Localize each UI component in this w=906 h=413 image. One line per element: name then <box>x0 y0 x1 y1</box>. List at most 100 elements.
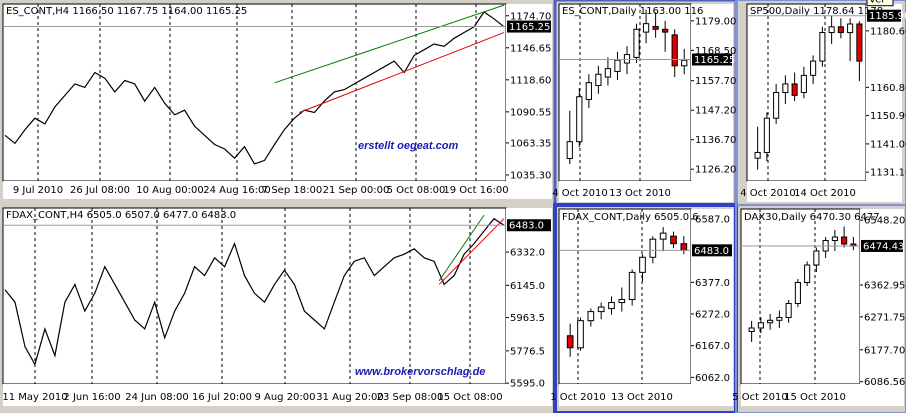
plot-area <box>558 3 692 182</box>
price-label: 1165.25 <box>509 22 550 33</box>
y-tick-label: 1180.60 <box>870 26 906 37</box>
time-axis <box>741 384 904 406</box>
candle-body <box>810 60 817 76</box>
channel-upper-line <box>438 214 485 282</box>
y-tick-label: 1160.80 <box>870 83 906 94</box>
x-tick-label: 13 Oct 2010 <box>611 392 673 403</box>
time-axis <box>3 181 552 199</box>
y-tick-label: 6062.0 <box>695 373 730 384</box>
price-label-box <box>507 219 551 232</box>
price-axis <box>691 209 733 384</box>
candle-body <box>652 25 659 30</box>
chart-esd: 1179.00 1168.50 1157.70 1147.20 1136.70 1126.… <box>552 3 736 202</box>
x-tick-label: 7 Sep 18:00 <box>262 185 322 196</box>
y-tick-label: 6145.0 <box>510 281 545 292</box>
y-tick-label: 6377.0 <box>695 278 730 289</box>
candle-body <box>604 68 612 78</box>
candle-body <box>841 236 848 245</box>
time-axis <box>559 181 733 202</box>
y-tick-label: 6362.95 <box>864 280 905 291</box>
price-label-box <box>692 53 732 66</box>
price-axis <box>860 209 904 384</box>
candle-body <box>597 306 605 313</box>
price-axis <box>691 4 733 181</box>
x-tick-label: 23 Sep 08:00 <box>377 392 444 403</box>
x-tick-label: 24 Aug 16:00 <box>203 185 270 196</box>
price-label: 1165.25 <box>694 55 735 66</box>
candle-body <box>649 238 657 258</box>
candle-body <box>804 264 811 283</box>
candle-body <box>794 282 801 304</box>
price-label-box <box>861 239 903 252</box>
candle-body <box>782 83 789 94</box>
candle-body <box>831 236 838 241</box>
candle-body <box>847 23 854 34</box>
x-tick-label: 14 Oct 2010 <box>794 188 856 199</box>
price-label: 6483.0 <box>509 221 544 232</box>
candle-body <box>763 117 770 153</box>
y-tick-label: 1126.20 <box>695 165 736 176</box>
candle-body <box>618 299 626 304</box>
time-axis <box>3 384 552 406</box>
chart-header: FDAX_CONT,H4 6505.0 6507.0 6477.0 6483.0 <box>6 210 236 221</box>
x-tick-label: 5 Oct 2010 <box>732 392 787 403</box>
x-tick-label: 4 Oct 2010 <box>552 188 607 199</box>
chart-header: SP500,Daily 1178.64 1178 <box>750 6 883 17</box>
candle-body <box>577 320 584 349</box>
price-axis <box>506 208 552 384</box>
chart-es4h: 1174.70 1146.65 1118.60 1090.55 1063.35 1035.… <box>2 3 552 199</box>
channel-lower-line <box>438 218 505 285</box>
candle-body <box>671 34 678 67</box>
candle-body <box>754 151 761 159</box>
x-tick-label: 9 Jul 2010 <box>13 185 63 196</box>
y-tick-label: 6177.70 <box>864 345 905 356</box>
price-label-box <box>692 244 732 257</box>
chart-daxd: 6548.20 6362.95 6271.75 6177.70 6086.56 5 Oct… <box>732 208 905 406</box>
candle-body <box>773 92 780 119</box>
candle-body <box>566 335 574 349</box>
y-tick-label: 6587.0 <box>695 214 730 225</box>
price-series-line <box>4 217 505 366</box>
y-tick-label: 1118.60 <box>510 75 551 86</box>
watermark: www.brokervorschlag.de <box>355 366 485 378</box>
watermark: erstellt oegeat.com <box>358 140 458 152</box>
candle-body <box>628 271 636 301</box>
candle-body <box>856 23 863 62</box>
y-tick-label: 1136.70 <box>695 135 736 146</box>
candle-body <box>585 82 592 101</box>
y-tick-label: 1157.70 <box>695 76 736 87</box>
plot-area <box>2 207 507 385</box>
plot-area <box>558 208 692 385</box>
price-label-box <box>867 9 901 22</box>
chart-header: DAX30,Daily 6470.30 6477 <box>744 212 880 223</box>
x-tick-label: 15 Oct 2010 <box>784 392 846 403</box>
y-tick-label: 5963.5 <box>510 313 545 324</box>
candle-body <box>608 302 615 310</box>
x-tick-label: 16 Jul 20:00 <box>192 392 252 403</box>
y-tick-label: 1035.30 <box>510 170 551 181</box>
y-tick-label: 1063.35 <box>510 138 551 149</box>
y-tick-label: 6271.75 <box>864 312 905 323</box>
x-tick-label: 5 Oct 08:00 <box>387 185 446 196</box>
y-tick-label: 6548.20 <box>864 216 905 227</box>
y-tick-label: 5776.5 <box>510 346 545 357</box>
candle-body <box>785 303 792 318</box>
x-tick-label: 11 May 2010 <box>2 392 67 403</box>
candle-body <box>587 311 595 322</box>
y-tick-label: 1174.70 <box>510 11 551 22</box>
candle-body <box>662 28 669 33</box>
x-tick-label: 19 Oct 16:00 <box>443 185 508 196</box>
candle-body <box>614 59 621 72</box>
price-label: 1185.90 <box>869 11 906 22</box>
candle-body <box>659 232 667 240</box>
y-tick-label: 1179.00 <box>695 16 736 27</box>
candle-body <box>776 317 783 321</box>
x-tick-label: 13 Oct 2010 <box>609 188 671 199</box>
x-tick-label: 15 Oct 08:00 <box>437 392 502 403</box>
x-tick-label: 2 Jun 16:00 <box>63 392 120 403</box>
time-axis <box>559 384 733 406</box>
chart-fdax4h: 6332.0 6145.0 5963.5 5776.5 5595.0 11 May 201… <box>2 207 552 406</box>
x-tick-label: 24 Jun 08:00 <box>125 392 189 403</box>
y-tick-label: 1147.20 <box>695 106 736 117</box>
